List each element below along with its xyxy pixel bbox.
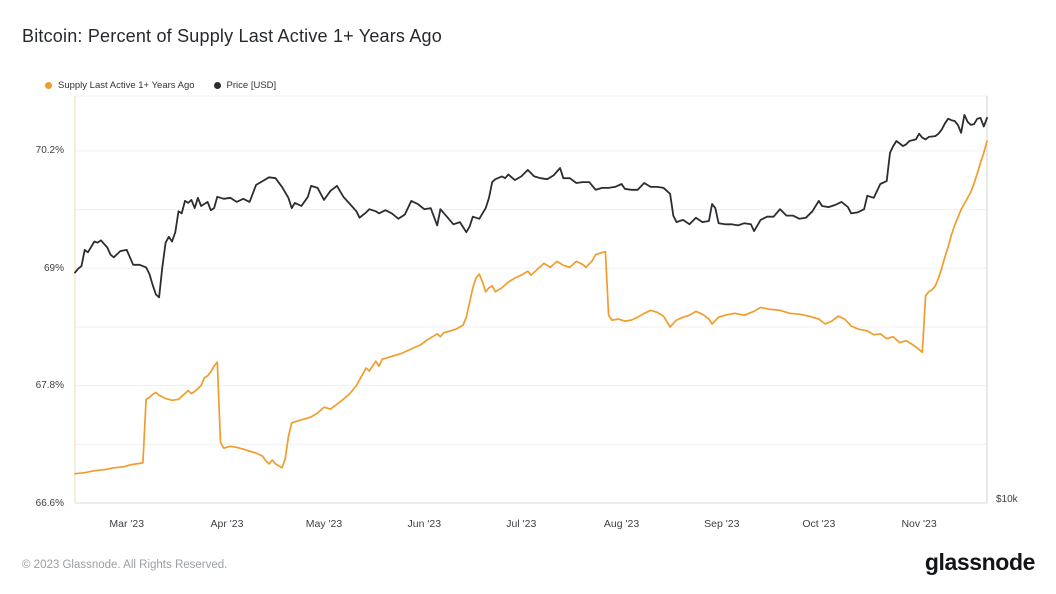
y-axis-left-tick-label: 70.2%: [35, 145, 64, 157]
series-line-supply: [74, 140, 988, 475]
legend-item-price[interactable]: Price [USD]: [213, 80, 277, 91]
x-axis-tick-label: Jun '23: [407, 518, 442, 530]
glassnode-logo[interactable]: glassnode: [924, 549, 1036, 575]
x-axis-tick-label: Nov '23: [901, 518, 937, 530]
y-axis-left-tick-label: 67.8%: [35, 380, 64, 392]
x-axis-tick-label: Jul '23: [506, 518, 537, 530]
x-axis-tick-label: Aug '23: [603, 518, 640, 530]
page-title: Bitcoin: Percent of Supply Last Active 1…: [22, 26, 442, 46]
legend-label: Price [USD]: [226, 80, 277, 91]
copyright-text: © 2023 Glassnode. All Rights Reserved.: [22, 559, 228, 571]
y-axis-left-tick-label: 69%: [43, 262, 64, 274]
x-axis-tick-label: Mar '23: [109, 518, 145, 530]
chart-legend: Supply Last Active 1+ Years Ago Price [US…: [45, 80, 276, 91]
y-axis-left-tick-label: 66.6%: [35, 497, 64, 509]
legend-label: Supply Last Active 1+ Years Ago: [58, 80, 195, 91]
x-axis-tick-label: Oct '23: [802, 518, 836, 530]
legend-dot-supply: [45, 82, 52, 89]
x-axis-tick-label: Apr '23: [210, 518, 244, 530]
legend-item-supply[interactable]: Supply Last Active 1+ Years Ago: [45, 80, 195, 91]
y-axis-right-tick-label: $10k: [996, 494, 1018, 505]
series-line-price: [74, 114, 988, 299]
legend-dot-price: [213, 82, 221, 89]
x-axis-tick-label: May '23: [305, 518, 343, 530]
x-axis-tick-label: Sep '23: [704, 518, 740, 530]
